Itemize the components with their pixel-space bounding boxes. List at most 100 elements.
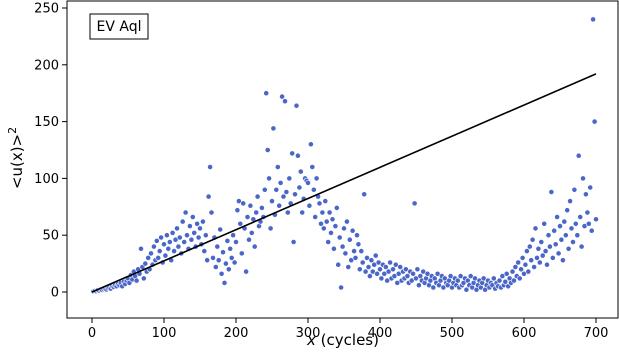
- data-point: [584, 209, 591, 216]
- fit-line: [91, 73, 597, 293]
- data-point: [336, 234, 343, 241]
- data-point: [385, 268, 392, 275]
- data-point: [150, 243, 157, 250]
- data-point: [326, 209, 333, 216]
- data-point: [318, 220, 324, 227]
- data-point: [194, 220, 200, 227]
- data-point: [189, 214, 196, 220]
- y-axis-ticks: 0 50 100 150 200 250: [34, 2, 67, 301]
- data-point: [218, 270, 225, 277]
- data-point: [496, 277, 503, 284]
- data-point: [410, 270, 416, 277]
- data-point: [519, 254, 526, 261]
- data-point: [240, 200, 247, 207]
- x-axis-label-var: x: [306, 331, 316, 349]
- data-point: [351, 248, 357, 254]
- data-point: [208, 209, 215, 216]
- data-point: [593, 216, 599, 223]
- data-point: [335, 261, 342, 268]
- data-point: [222, 260, 229, 267]
- data-point: [313, 175, 320, 182]
- data-point: [382, 264, 389, 270]
- data-point: [261, 186, 268, 193]
- data-point: [212, 264, 219, 270]
- data-point: [290, 239, 297, 245]
- data-point: [133, 277, 140, 284]
- data-point: [570, 239, 576, 245]
- data-point: [215, 257, 222, 264]
- x-tick-label: 700: [584, 326, 609, 341]
- data-point: [316, 200, 323, 207]
- data-point: [528, 257, 535, 264]
- data-point: [210, 254, 216, 261]
- data-point: [227, 245, 234, 252]
- data-point: [237, 220, 244, 227]
- data-point: [284, 209, 291, 216]
- data-point: [346, 236, 353, 243]
- data-point: [283, 189, 290, 195]
- data-point: [511, 277, 517, 284]
- data-point: [503, 270, 510, 277]
- data-point: [377, 266, 383, 273]
- data-point: [238, 250, 245, 257]
- data-point: [266, 175, 272, 182]
- x-tick-label: 400: [368, 326, 393, 341]
- data-point: [207, 164, 213, 170]
- x-tick-label: 0: [88, 326, 96, 341]
- data-point: [525, 268, 532, 275]
- data-point: [561, 218, 568, 225]
- data-point: [364, 254, 370, 261]
- data-point: [202, 232, 209, 239]
- data-point: [224, 237, 231, 244]
- data-point: [145, 254, 152, 261]
- data-point: [184, 232, 190, 239]
- data-point: [545, 232, 552, 239]
- data-point: [280, 193, 287, 200]
- data-point: [179, 218, 186, 225]
- data-point: [205, 193, 212, 200]
- data-point: [549, 254, 556, 261]
- data-point: [387, 259, 393, 266]
- data-point: [305, 179, 311, 186]
- data-point: [352, 254, 359, 261]
- data-point: [306, 202, 313, 209]
- data-point: [339, 243, 346, 250]
- data-point: [176, 234, 183, 241]
- y-axis-label-main: <u(x)>: [8, 134, 26, 189]
- data-point: [175, 243, 182, 250]
- data-point: [544, 261, 550, 268]
- data-point: [233, 239, 239, 245]
- data-point: [342, 250, 349, 257]
- data-point: [374, 270, 380, 277]
- x-tick-label: 200: [224, 326, 249, 341]
- data-point: [328, 229, 334, 236]
- data-point: [197, 225, 203, 232]
- data-point: [330, 245, 337, 252]
- data-point: [243, 268, 249, 275]
- data-point: [345, 264, 352, 270]
- data-point: [282, 98, 288, 105]
- data-point: [411, 200, 418, 207]
- data-point: [532, 225, 539, 232]
- data-point: [538, 239, 545, 245]
- data-point: [463, 286, 470, 293]
- data-point: [138, 245, 144, 252]
- data-point: [512, 264, 519, 270]
- data-point: [188, 236, 195, 243]
- data-point: [269, 198, 275, 204]
- data-point: [590, 16, 596, 23]
- data-point: [246, 236, 252, 243]
- data-point: [404, 273, 411, 279]
- data-point: [156, 248, 163, 254]
- data-point: [244, 214, 251, 220]
- y-tick-label: 50: [42, 229, 59, 244]
- data-point: [567, 198, 573, 204]
- data-point: [397, 264, 404, 270]
- data-point: [307, 141, 314, 148]
- data-point: [542, 248, 549, 254]
- data-point: [548, 189, 555, 195]
- data-point: [531, 264, 537, 270]
- data-point: [518, 266, 524, 273]
- data-point: [536, 259, 543, 266]
